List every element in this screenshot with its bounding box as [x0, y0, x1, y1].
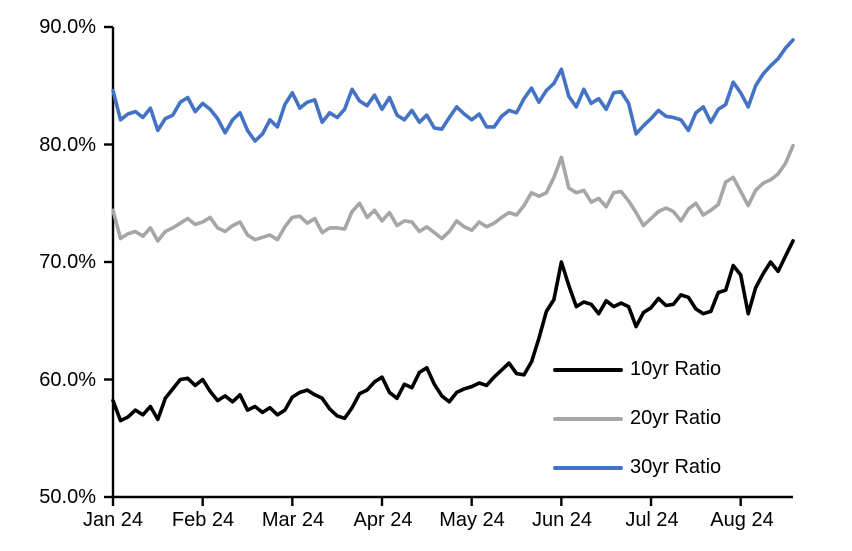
y-axis-tick-label: 70.0% [39, 251, 96, 273]
x-axis-tick-label: Mar 24 [261, 509, 325, 531]
y-axis-tick-label: 80.0% [39, 134, 96, 156]
legend: 10yr Ratio 20yr Ratio 30yr Ratio [553, 345, 793, 492]
legend-label-20yr: 20yr Ratio [630, 407, 722, 429]
legend-label-30yr: 30yr Ratio [630, 456, 722, 478]
x-axis-tick-label: Jul 24 [625, 509, 679, 531]
y-axis-tick-label: 60.0% [39, 369, 96, 391]
legend-line-swatch-10yr [553, 367, 623, 372]
x-axis-tick-label: Apr 24 [353, 509, 413, 531]
legend-entry-20yr: 20yr Ratio [553, 394, 793, 443]
y-axis-tick-label: 90.0% [39, 16, 96, 38]
legend-entry-10yr: 10yr Ratio [553, 345, 793, 394]
x-axis-tick-label: Aug 24 [710, 509, 774, 531]
legend-line-swatch-20yr [553, 416, 623, 421]
legend-line-swatch-30yr [553, 465, 623, 470]
legend-entry-30yr: 30yr Ratio [553, 443, 793, 492]
x-axis-tick-label: Jun 24 [531, 509, 593, 531]
legend-label-10yr: 10yr Ratio [630, 358, 722, 380]
y-axis-tick-label: 50.0% [39, 486, 96, 508]
x-axis-tick-label: Feb 24 [171, 509, 235, 531]
x-axis-tick-label: May 24 [439, 509, 505, 531]
x-axis-tick-label: Jan 24 [82, 509, 144, 531]
